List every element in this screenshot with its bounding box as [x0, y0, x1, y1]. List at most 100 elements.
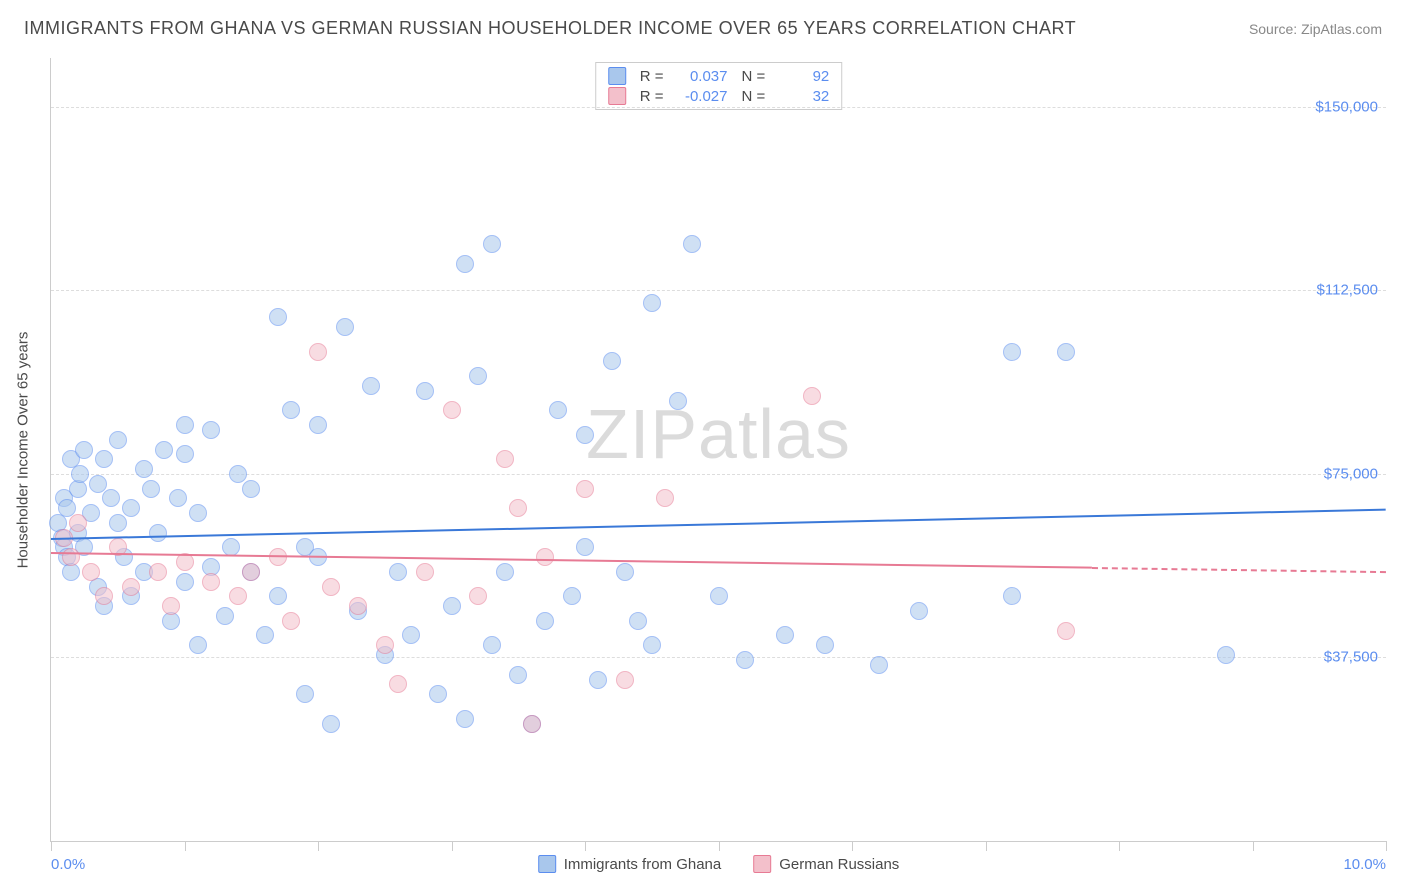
legend-swatch — [753, 855, 771, 873]
data-point — [736, 651, 754, 669]
data-point — [483, 235, 501, 253]
data-point — [469, 367, 487, 385]
legend-item: German Russians — [753, 855, 899, 873]
data-point — [429, 685, 447, 703]
data-point — [95, 450, 113, 468]
data-point — [75, 441, 93, 459]
gridline — [51, 657, 1386, 658]
data-point — [142, 480, 160, 498]
x-axis-end-label: 10.0% — [1343, 856, 1386, 873]
data-point — [456, 710, 474, 728]
data-point — [135, 460, 153, 478]
data-point — [496, 563, 514, 581]
x-tick — [318, 841, 319, 851]
data-point — [816, 636, 834, 654]
bottom-legend: Immigrants from Ghana German Russians — [538, 855, 900, 873]
data-point — [336, 318, 354, 336]
data-point — [149, 563, 167, 581]
data-point — [71, 465, 89, 483]
data-point — [296, 685, 314, 703]
data-point — [1057, 622, 1075, 640]
data-point — [62, 548, 80, 566]
data-point — [82, 563, 100, 581]
data-point — [109, 514, 127, 532]
data-point — [176, 416, 194, 434]
data-point — [669, 392, 687, 410]
data-point — [496, 450, 514, 468]
data-point — [456, 255, 474, 273]
data-point — [389, 675, 407, 693]
trend-line — [51, 508, 1386, 539]
data-point — [256, 626, 274, 644]
data-point — [563, 587, 581, 605]
data-point — [803, 387, 821, 405]
n-value: 92 — [775, 68, 829, 85]
data-point — [509, 499, 527, 517]
data-point — [416, 563, 434, 581]
x-tick — [1119, 841, 1120, 851]
n-label: N = — [742, 88, 766, 105]
data-point — [910, 602, 928, 620]
data-point — [362, 377, 380, 395]
data-point — [169, 489, 187, 507]
data-point — [149, 524, 167, 542]
data-point — [643, 294, 661, 312]
r-label: R = — [640, 88, 664, 105]
data-point — [1057, 343, 1075, 361]
data-point — [603, 352, 621, 370]
legend-label: Immigrants from Ghana — [564, 856, 722, 873]
data-point — [282, 401, 300, 419]
data-point — [629, 612, 647, 630]
r-value: -0.027 — [674, 88, 728, 105]
data-point — [229, 465, 247, 483]
y-tick-label: $75,000 — [1324, 465, 1378, 482]
data-point — [870, 656, 888, 674]
data-point — [322, 715, 340, 733]
data-point — [656, 489, 674, 507]
legend-label: German Russians — [779, 856, 899, 873]
y-tick-label: $37,500 — [1324, 649, 1378, 666]
x-tick — [185, 841, 186, 851]
data-point — [155, 441, 173, 459]
data-point — [202, 573, 220, 591]
data-point — [216, 607, 234, 625]
data-point — [322, 578, 340, 596]
data-point — [202, 421, 220, 439]
data-point — [549, 401, 567, 419]
data-point — [189, 504, 207, 522]
data-point — [176, 573, 194, 591]
r-label: R = — [640, 68, 664, 85]
data-point — [349, 597, 367, 615]
data-point — [376, 636, 394, 654]
x-tick — [452, 841, 453, 851]
data-point — [536, 548, 554, 566]
data-point — [242, 563, 260, 581]
data-point — [523, 715, 541, 733]
data-point — [162, 597, 180, 615]
data-point — [443, 597, 461, 615]
data-point — [576, 538, 594, 556]
data-point — [269, 587, 287, 605]
trend-line-extrapolated — [1092, 567, 1386, 573]
data-point — [389, 563, 407, 581]
data-point — [176, 445, 194, 463]
data-point — [89, 475, 107, 493]
data-point — [710, 587, 728, 605]
series-swatch — [608, 87, 626, 105]
data-point — [309, 416, 327, 434]
data-point — [69, 514, 87, 532]
data-point — [1003, 587, 1021, 605]
data-point — [576, 480, 594, 498]
x-tick — [986, 841, 987, 851]
data-point — [309, 343, 327, 361]
data-point — [483, 636, 501, 654]
data-point — [616, 563, 634, 581]
stats-row: R =0.037N =92 — [608, 66, 830, 86]
data-point — [589, 671, 607, 689]
data-point — [443, 401, 461, 419]
source-label: Source: ZipAtlas.com — [1249, 21, 1382, 37]
data-point — [122, 499, 140, 517]
gridline — [51, 290, 1386, 291]
data-point — [416, 382, 434, 400]
data-point — [242, 480, 260, 498]
